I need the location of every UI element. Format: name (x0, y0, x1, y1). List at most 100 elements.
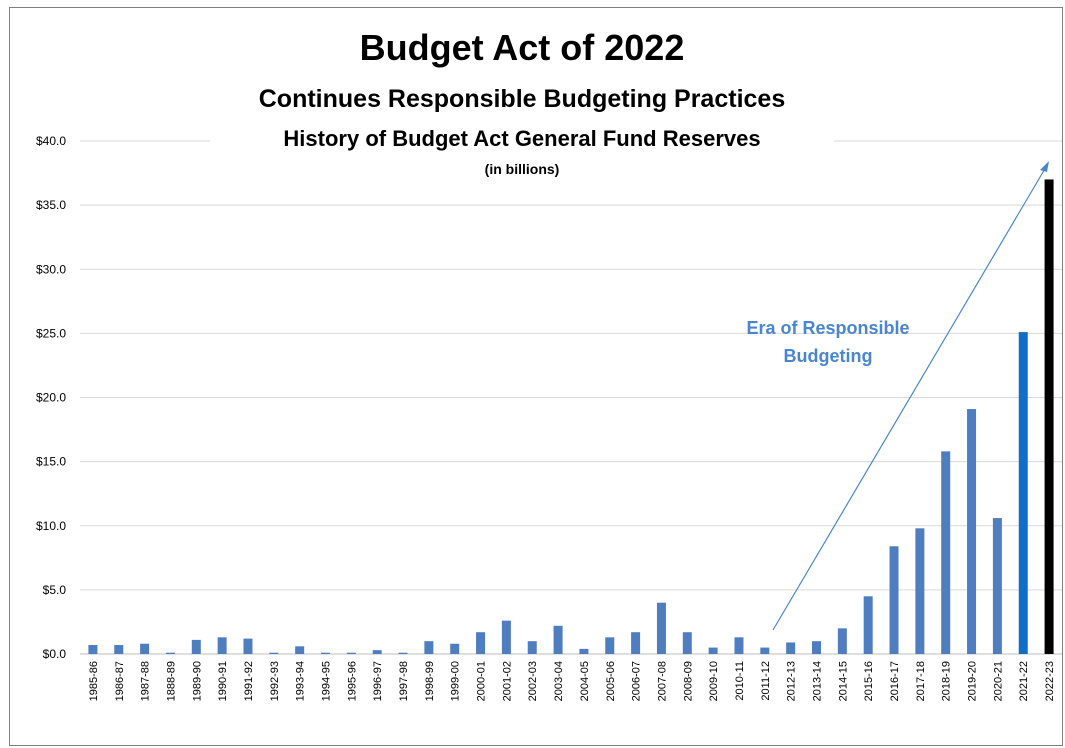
x-tick-label: 1994-95 (321, 661, 333, 701)
annotation-line-2: Budgeting (784, 346, 873, 366)
y-tick-label: $30.0 (36, 262, 66, 276)
bar (88, 645, 98, 654)
units-note: (in billions) (485, 161, 560, 177)
gridlines (80, 140, 1062, 655)
x-tick-label: 2003-04 (553, 661, 565, 701)
bar (631, 632, 641, 654)
y-tick-label: $20.0 (36, 391, 66, 405)
x-tick-label: 2010-11 (734, 661, 746, 701)
x-tick-label: 2005-06 (605, 661, 617, 701)
bars (88, 179, 1054, 654)
x-tick-label: 1985-86 (88, 661, 100, 701)
bar (191, 639, 201, 654)
x-tick-label: 2004-05 (579, 661, 591, 701)
x-tick-label: 2014-15 (837, 661, 849, 701)
x-tick-labels: 1985-86 1986-87 1987-88 1888-89 1989-90 1990-… (88, 661, 1056, 701)
annotation-line-1: Era of Responsible (746, 318, 909, 338)
y-tick-label: $35.0 (36, 198, 66, 212)
bar (605, 637, 615, 654)
bar (682, 632, 692, 654)
x-tick-label: 1990-91 (217, 661, 229, 701)
bar (837, 628, 847, 654)
chart-title: Budget Act of 2022 (360, 27, 685, 68)
bar (656, 602, 666, 654)
x-tick-label: 1991-92 (243, 661, 255, 701)
y-tick-label: $5.0 (43, 583, 67, 597)
bar (140, 643, 150, 654)
x-tick-label: 1993-94 (295, 661, 307, 701)
x-tick-label: 2007-08 (656, 661, 668, 701)
x-tick-label: 2002-03 (527, 661, 539, 701)
y-tick-label: $0.0 (43, 647, 67, 661)
bar (760, 647, 770, 654)
x-tick-label: 2020-21 (992, 661, 1004, 701)
bar (217, 637, 227, 654)
bar (321, 652, 330, 654)
bar (1018, 332, 1028, 654)
bar (1044, 179, 1054, 654)
bar (165, 652, 175, 654)
x-tick-label: 2012-13 (786, 661, 798, 701)
y-tick-label: $10.0 (36, 519, 66, 533)
bar (243, 638, 253, 654)
x-tick-label: 1989-90 (191, 661, 203, 701)
y-tick-label: $40.0 (36, 134, 66, 148)
x-tick-label: 2009-10 (708, 661, 720, 701)
x-tick-label: 2021-22 (1018, 661, 1030, 701)
y-tick-label: $25.0 (36, 326, 66, 340)
bar (915, 528, 925, 654)
bar (992, 518, 1002, 654)
bar (579, 648, 589, 654)
bar (786, 642, 796, 654)
trend-arrow-head (1040, 161, 1049, 172)
bar (941, 451, 951, 654)
bar (295, 646, 305, 654)
bar (863, 596, 873, 654)
y-tick-label: $15.0 (36, 455, 66, 469)
x-tick-label: 1992-93 (269, 661, 281, 701)
bar (424, 641, 434, 654)
trend-arrow-line (772, 166, 1047, 631)
x-tick-label: 2006-07 (631, 661, 643, 701)
bar (346, 652, 356, 654)
x-tick-label: 1999-00 (450, 661, 462, 701)
x-tick-label: 2000-01 (476, 661, 488, 701)
x-tick-label: 2008-09 (682, 661, 694, 701)
x-tick-label: 2016-17 (889, 661, 901, 701)
bar (812, 641, 821, 654)
bar (734, 637, 744, 654)
bar (501, 620, 511, 654)
x-tick-label: 1996-97 (372, 661, 384, 701)
title-backdrop (210, 122, 834, 156)
x-tick-label: 1997-98 (398, 661, 410, 701)
x-tick-label: 2011-12 (760, 661, 772, 701)
bar (967, 409, 977, 654)
bar (708, 647, 718, 654)
x-tick-label: 2019-20 (967, 661, 979, 701)
bar (553, 625, 563, 654)
chart-subtitle: Continues Responsible Budgeting Practice… (259, 85, 785, 113)
y-tick-labels: $0.0 $5.0 $10.0 $15.0 $20.0 $25.0 $30.0 $35.0 $4… (36, 134, 66, 661)
bar (269, 652, 279, 654)
x-tick-label: 1987-88 (140, 661, 152, 701)
x-tick-label: 2017-18 (915, 661, 927, 701)
bar (114, 645, 124, 654)
x-tick-label: 1995-96 (346, 661, 358, 701)
bar (476, 632, 486, 654)
bar (450, 643, 460, 654)
x-tick-label: 2001-02 (501, 661, 513, 701)
x-tick-label: 2013-14 (812, 661, 824, 701)
x-tick-label: 1998-99 (424, 661, 436, 701)
x-tick-label: 2015-16 (863, 661, 875, 701)
x-tick-label: 2022-23 (1044, 661, 1056, 701)
x-tick-label: 1888-89 (165, 661, 177, 701)
x-tick-label: 1986-87 (114, 661, 126, 701)
bar (527, 641, 537, 654)
chart-subtitle-2: History of Budget Act General Fund Reser… (283, 126, 760, 151)
bar (889, 546, 899, 654)
bar (398, 652, 408, 654)
trend-arrow (772, 161, 1049, 631)
x-tick-label: 2018-19 (941, 661, 953, 701)
bar (372, 650, 382, 654)
